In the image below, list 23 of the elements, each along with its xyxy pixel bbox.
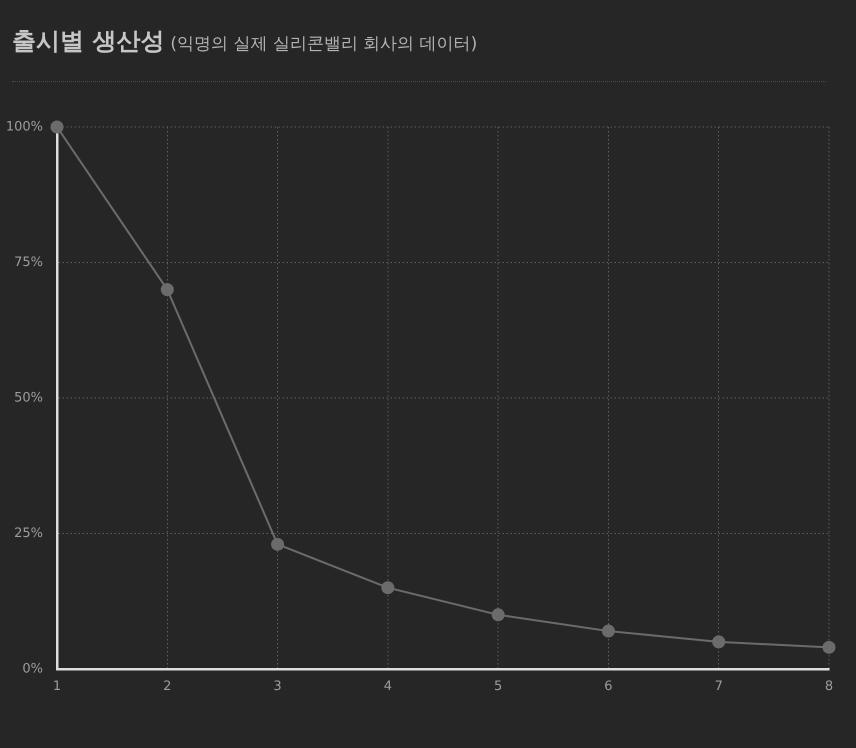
point: [712, 635, 726, 648]
point: [160, 283, 174, 296]
y-tick-label: 100%: [6, 119, 43, 134]
x-tick-label: 3: [273, 679, 282, 694]
x-tick-label: 1: [52, 679, 62, 694]
point: [602, 624, 615, 638]
chart-title: 출시별 생산성: [12, 27, 164, 55]
y-tick-label: 0%: [22, 661, 43, 676]
point: [271, 538, 284, 551]
x-tick-label: 7: [714, 679, 723, 694]
y-tick-label: 75%: [14, 254, 43, 270]
point: [50, 120, 64, 134]
x-tick-label: 4: [384, 679, 392, 694]
y-tick-label: 50%: [14, 390, 43, 406]
point: [822, 640, 836, 654]
x-tick-label: 6: [604, 679, 613, 694]
x-tick-label: 8: [824, 679, 834, 694]
x-tick-label: 2: [163, 679, 172, 694]
point: [381, 581, 394, 594]
y-tick-label: 25%: [14, 526, 43, 541]
x-tick-label: 5: [494, 679, 502, 694]
point: [492, 608, 505, 622]
chart-subtitle: (익명의 실제 실리콘밸리 회사의 데이터): [170, 34, 478, 54]
